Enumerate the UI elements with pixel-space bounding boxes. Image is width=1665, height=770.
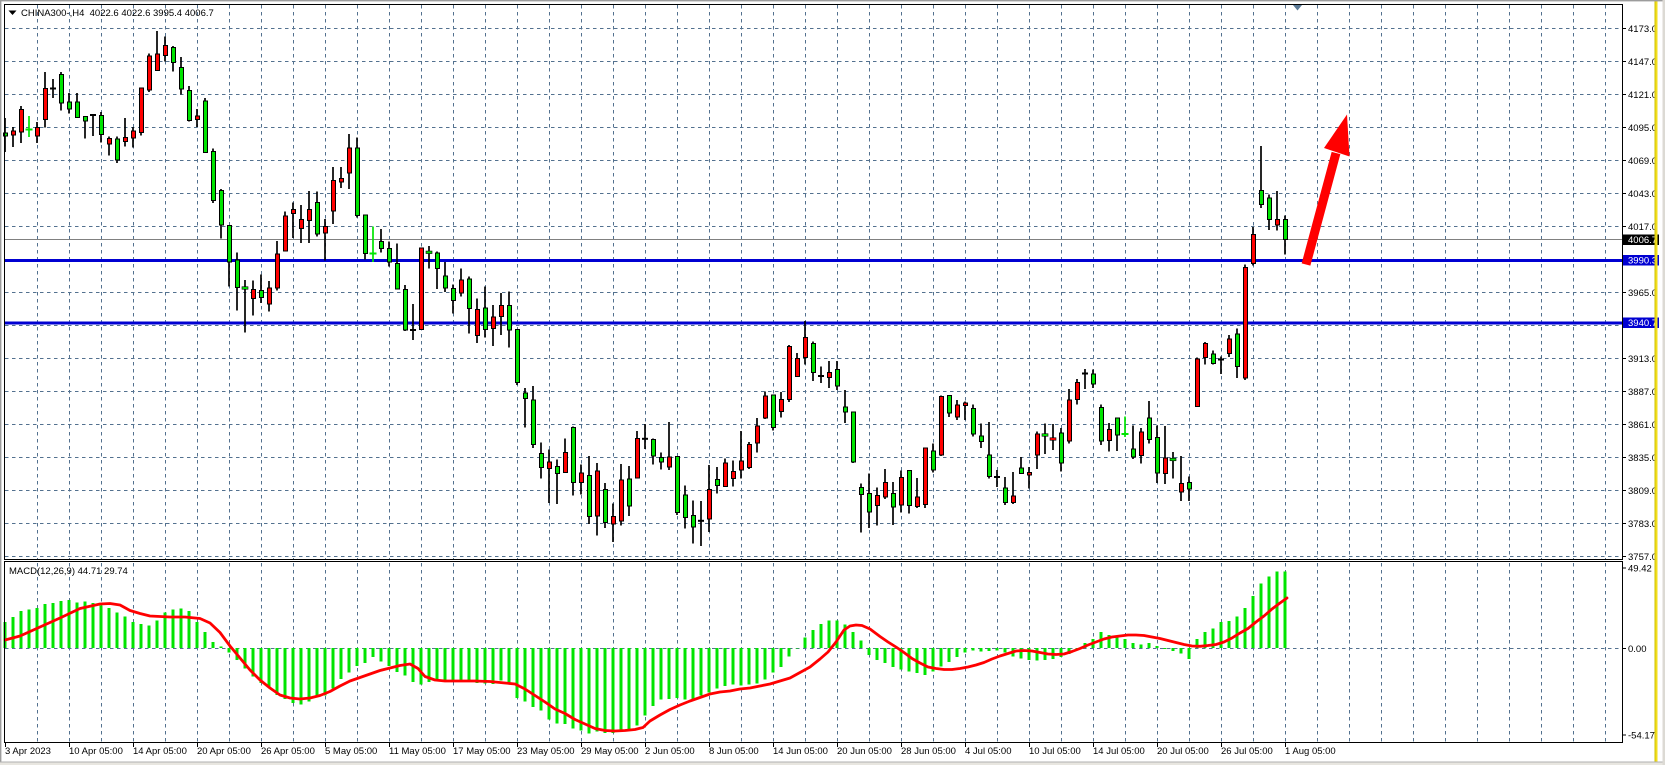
svg-text:29 May 05:00: 29 May 05:00 <box>581 746 639 757</box>
svg-text:4043.0: 4043.0 <box>1628 189 1657 200</box>
svg-text:3861.0: 3861.0 <box>1628 420 1657 431</box>
svg-text:2 Jun 05:00: 2 Jun 05:00 <box>645 746 695 757</box>
svg-text:3783.0: 3783.0 <box>1628 519 1657 530</box>
svg-text:3809.0: 3809.0 <box>1628 486 1657 497</box>
svg-text:8 Jun 05:00: 8 Jun 05:00 <box>709 746 759 757</box>
svg-text:10 Jul 05:00: 10 Jul 05:00 <box>1029 746 1081 757</box>
svg-text:1 Aug 05:00: 1 Aug 05:00 <box>1285 746 1336 757</box>
svg-text:4121.0: 4121.0 <box>1628 90 1657 101</box>
svg-text:4 Jul 05:00: 4 Jul 05:00 <box>965 746 1011 757</box>
svg-text:-54.17: -54.17 <box>1628 731 1655 742</box>
svg-text:3913.0: 3913.0 <box>1628 354 1657 365</box>
svg-text:23 May 05:00: 23 May 05:00 <box>517 746 575 757</box>
svg-text:4173.0: 4173.0 <box>1628 24 1657 35</box>
svg-text:3990.3: 3990.3 <box>1628 256 1657 267</box>
svg-text:17 May 05:00: 17 May 05:00 <box>453 746 511 757</box>
svg-text:49.42: 49.42 <box>1628 564 1652 575</box>
svg-text:4147.0: 4147.0 <box>1628 57 1657 68</box>
svg-text:4006.7: 4006.7 <box>1628 235 1657 246</box>
svg-text:CHINA300-,H4 4022.6 4022.6 39: CHINA300-,H4 4022.6 4022.6 3995.4 4006.7 <box>21 8 214 19</box>
svg-text:14 Jun 05:00: 14 Jun 05:00 <box>773 746 828 757</box>
svg-text:3835.0: 3835.0 <box>1628 453 1657 464</box>
svg-text:3 Apr 2023: 3 Apr 2023 <box>5 746 51 757</box>
svg-text:26 Apr 05:00: 26 Apr 05:00 <box>261 746 315 757</box>
svg-text:20 Jun 05:00: 20 Jun 05:00 <box>837 746 892 757</box>
svg-text:14 Jul 05:00: 14 Jul 05:00 <box>1093 746 1145 757</box>
svg-text:20 Apr 05:00: 20 Apr 05:00 <box>197 746 251 757</box>
svg-text:4095.0: 4095.0 <box>1628 123 1657 134</box>
svg-text:4069.0: 4069.0 <box>1628 156 1657 167</box>
svg-text:26 Jul 05:00: 26 Jul 05:00 <box>1221 746 1273 757</box>
svg-text:11 May 05:00: 11 May 05:00 <box>389 746 446 757</box>
svg-text:3887.0: 3887.0 <box>1628 387 1657 398</box>
svg-text:5 May 05:00: 5 May 05:00 <box>325 746 377 757</box>
svg-text:3757.0: 3757.0 <box>1628 552 1657 563</box>
svg-text:14 Apr 05:00: 14 Apr 05:00 <box>133 746 187 757</box>
svg-text:3940.7: 3940.7 <box>1628 318 1657 329</box>
svg-text:0.00: 0.00 <box>1628 644 1647 655</box>
svg-text:28 Jun 05:00: 28 Jun 05:00 <box>901 746 956 757</box>
svg-text:20 Jul 05:00: 20 Jul 05:00 <box>1157 746 1209 757</box>
svg-text:10 Apr 05:00: 10 Apr 05:00 <box>69 746 123 757</box>
svg-text:MACD(12,26,9) 44.71 29.74: MACD(12,26,9) 44.71 29.74 <box>9 566 128 577</box>
svg-text:4017.0: 4017.0 <box>1628 222 1657 233</box>
svg-text:3965.0: 3965.0 <box>1628 288 1657 299</box>
